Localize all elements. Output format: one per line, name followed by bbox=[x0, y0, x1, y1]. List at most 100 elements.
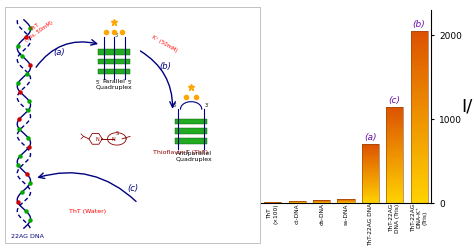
Bar bbox=[362, 162, 379, 163]
Bar bbox=[362, 164, 379, 165]
Bar bbox=[410, 192, 428, 195]
Bar bbox=[362, 187, 379, 188]
Bar bbox=[362, 176, 379, 177]
Bar bbox=[386, 124, 403, 126]
FancyBboxPatch shape bbox=[175, 128, 207, 134]
Bar bbox=[362, 169, 379, 170]
Bar bbox=[386, 152, 403, 153]
Bar bbox=[362, 155, 379, 156]
Bar bbox=[362, 149, 379, 150]
Bar bbox=[362, 171, 379, 172]
Bar bbox=[386, 183, 403, 184]
Bar bbox=[410, 149, 428, 152]
Bar bbox=[386, 173, 403, 174]
Bar bbox=[362, 153, 379, 154]
Bar bbox=[386, 115, 403, 116]
Bar bbox=[386, 111, 403, 113]
Bar bbox=[410, 100, 428, 103]
Bar bbox=[362, 195, 379, 196]
Bar bbox=[362, 165, 379, 166]
Bar bbox=[410, 60, 428, 62]
Bar bbox=[386, 200, 403, 202]
Text: K⁺ (50mM): K⁺ (50mM) bbox=[151, 34, 178, 53]
Text: (a): (a) bbox=[53, 48, 65, 57]
Bar bbox=[362, 146, 379, 147]
Bar bbox=[386, 131, 403, 132]
Bar bbox=[386, 192, 403, 194]
Bar bbox=[362, 145, 379, 203]
Text: ThT (Water): ThT (Water) bbox=[69, 209, 106, 214]
Bar bbox=[362, 183, 379, 184]
Bar bbox=[410, 103, 428, 106]
Bar bbox=[386, 166, 403, 168]
Bar bbox=[386, 120, 403, 121]
Bar bbox=[362, 145, 379, 146]
Bar bbox=[337, 199, 355, 203]
Bar bbox=[386, 163, 403, 165]
Bar bbox=[386, 189, 403, 190]
Bar bbox=[386, 150, 403, 152]
Bar bbox=[362, 150, 379, 151]
Bar bbox=[410, 183, 428, 186]
Bar bbox=[410, 178, 428, 180]
Bar bbox=[386, 110, 403, 112]
Bar bbox=[362, 163, 379, 164]
Bar bbox=[362, 156, 379, 157]
Bar bbox=[410, 109, 428, 111]
Bar bbox=[362, 177, 379, 178]
Bar bbox=[362, 193, 379, 194]
Bar bbox=[410, 83, 428, 86]
Bar bbox=[410, 146, 428, 149]
Bar bbox=[410, 31, 428, 203]
Bar bbox=[362, 174, 379, 175]
Text: 5': 5' bbox=[96, 80, 100, 85]
Bar bbox=[386, 129, 403, 131]
Bar bbox=[362, 158, 379, 159]
Bar bbox=[386, 176, 403, 178]
Bar bbox=[386, 134, 403, 136]
Bar bbox=[386, 181, 403, 183]
Bar bbox=[386, 107, 403, 203]
Bar bbox=[410, 45, 428, 48]
Text: N: N bbox=[111, 137, 115, 142]
Bar bbox=[386, 132, 403, 134]
FancyBboxPatch shape bbox=[98, 59, 130, 64]
Bar bbox=[410, 80, 428, 83]
Bar bbox=[386, 136, 403, 137]
FancyBboxPatch shape bbox=[5, 7, 260, 243]
Bar bbox=[410, 180, 428, 183]
Bar bbox=[313, 200, 330, 203]
Bar bbox=[410, 57, 428, 60]
Bar bbox=[410, 74, 428, 77]
Bar bbox=[386, 165, 403, 166]
Bar bbox=[386, 140, 403, 142]
Bar bbox=[386, 113, 403, 115]
Bar bbox=[410, 40, 428, 42]
Bar bbox=[362, 170, 379, 171]
Bar bbox=[362, 190, 379, 191]
Bar bbox=[410, 175, 428, 178]
Bar bbox=[362, 173, 379, 174]
Bar bbox=[386, 153, 403, 155]
Bar bbox=[386, 171, 403, 173]
Bar bbox=[410, 166, 428, 169]
Bar bbox=[410, 111, 428, 114]
Bar bbox=[386, 139, 403, 140]
Bar bbox=[410, 117, 428, 120]
Bar bbox=[386, 194, 403, 195]
Bar bbox=[410, 155, 428, 157]
Bar bbox=[386, 149, 403, 150]
Bar bbox=[410, 37, 428, 40]
Text: (a): (a) bbox=[364, 133, 377, 142]
Bar bbox=[362, 202, 379, 203]
Bar bbox=[362, 185, 379, 186]
Bar bbox=[410, 195, 428, 198]
FancyBboxPatch shape bbox=[175, 119, 207, 124]
Bar bbox=[362, 160, 379, 161]
Bar bbox=[362, 175, 379, 176]
Bar bbox=[362, 161, 379, 162]
Bar bbox=[386, 147, 403, 149]
Bar bbox=[410, 42, 428, 45]
Bar bbox=[362, 188, 379, 189]
FancyBboxPatch shape bbox=[98, 69, 130, 74]
